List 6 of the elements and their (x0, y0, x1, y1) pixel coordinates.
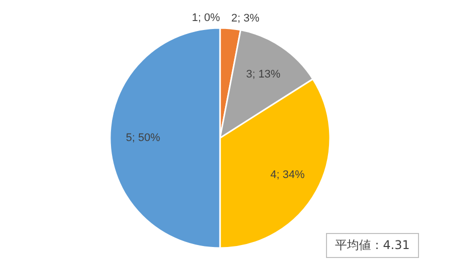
text: 1; 0% (192, 12, 220, 24)
data-label: 5; 50% (126, 132, 160, 144)
text: 平均値：4.31 (326, 233, 419, 258)
data-label: 4; 34% (270, 169, 305, 182)
data-label: 2; 3% (231, 12, 260, 25)
data-label: 3; 13% (246, 68, 281, 80)
